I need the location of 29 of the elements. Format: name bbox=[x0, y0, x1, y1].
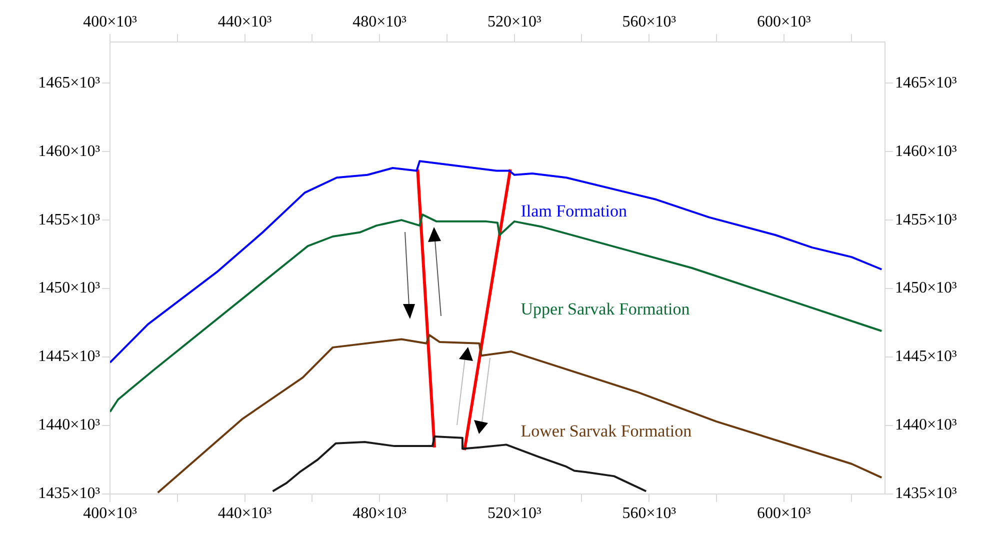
x2-tick-label: 440×10³ bbox=[218, 14, 272, 31]
y2-tick-label: 1435×10³ bbox=[895, 485, 958, 502]
y-tick-label: 1440×10³ bbox=[38, 416, 100, 434]
y-tick-label: 1450×10³ bbox=[38, 280, 100, 297]
series-label: Lower Sarvak Formation bbox=[520, 422, 692, 441]
y2-tick-label: 1445×10³ bbox=[895, 348, 958, 366]
x2-tick-label: 560×10³ bbox=[622, 14, 676, 31]
x2-tick-label: 480×10³ bbox=[352, 14, 407, 31]
x-tick-label: 560×10³ bbox=[622, 504, 676, 522]
y-tick-label: 1455×10³ bbox=[38, 211, 100, 228]
y-tick-label: 1460×10³ bbox=[38, 142, 100, 160]
x-tick-label: 480×10³ bbox=[352, 504, 407, 522]
x-tick-label: 520×10³ bbox=[487, 504, 542, 522]
x2-tick-label: 400×10³ bbox=[83, 14, 138, 31]
y-tick-label: 1445×10³ bbox=[38, 348, 100, 366]
y-tick-label: 1465×10³ bbox=[38, 74, 100, 92]
x-tick-label: 440×10³ bbox=[218, 504, 272, 522]
y2-tick-label: 1460×10³ bbox=[895, 142, 958, 160]
y2-tick-label: 1455×10³ bbox=[895, 211, 958, 228]
x2-tick-label: 600×10³ bbox=[757, 14, 812, 31]
series-label: Ilam Formation bbox=[520, 201, 628, 220]
x-tick-label: 400×10³ bbox=[83, 504, 138, 522]
x-tick-label: 600×10³ bbox=[757, 504, 812, 522]
y-tick-label: 1435×10³ bbox=[38, 485, 100, 502]
y2-tick-label: 1440×10³ bbox=[895, 416, 958, 434]
y2-tick-label: 1465×10³ bbox=[895, 74, 958, 92]
x2-tick-label: 520×10³ bbox=[487, 14, 542, 31]
y2-tick-label: 1450×10³ bbox=[895, 280, 958, 297]
series-label: Upper Sarvak Formation bbox=[520, 300, 690, 319]
